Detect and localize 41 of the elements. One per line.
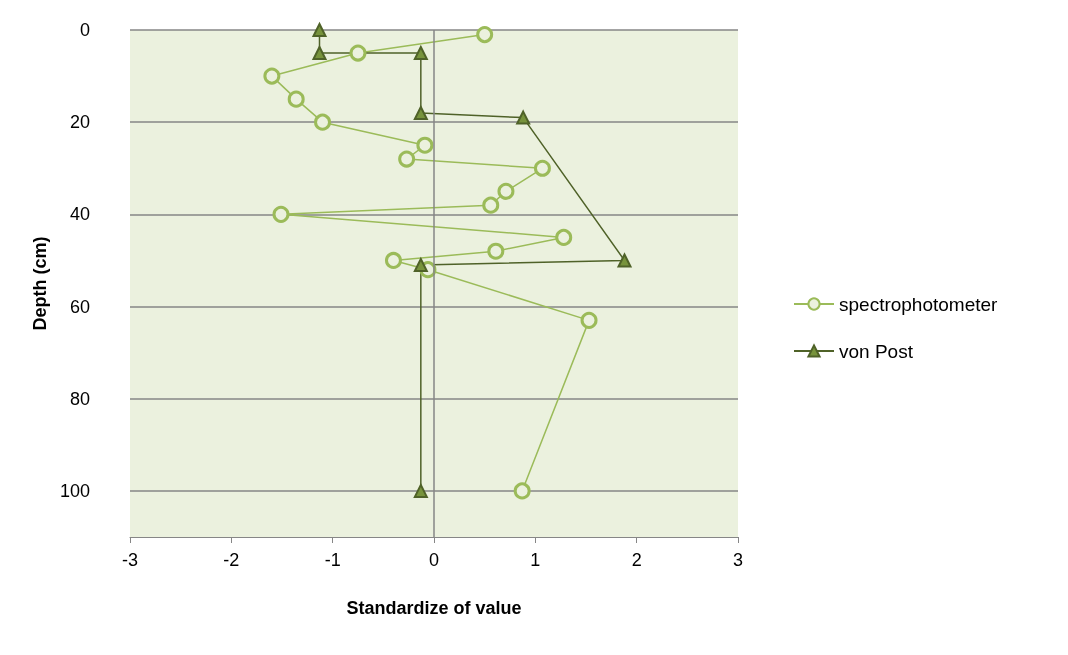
x-tick-label: 1 (530, 550, 541, 570)
point (287, 90, 305, 108)
point (416, 136, 434, 154)
y-tick-label: 100 (59, 480, 90, 501)
point (312, 46, 327, 61)
point (513, 482, 531, 500)
x-tick-label: 3 (732, 550, 744, 570)
point (487, 242, 505, 260)
point (482, 196, 500, 214)
point (398, 150, 416, 168)
x-tick-label: -2 (223, 550, 240, 570)
point (476, 26, 494, 44)
legend-label: spectrophotometer (839, 293, 999, 315)
point (533, 159, 551, 177)
point (272, 205, 290, 223)
point (384, 251, 402, 269)
x-tick-label: 0 (428, 550, 440, 570)
point (617, 253, 632, 268)
x-tick-label: 2 (631, 550, 642, 570)
point (580, 311, 598, 329)
point (349, 44, 367, 62)
point (413, 46, 428, 61)
y-tick-label: 60 (69, 296, 90, 317)
point (516, 110, 531, 125)
point (314, 113, 332, 131)
y-axis-title: Depth (cm) (30, 236, 51, 331)
x-axis-title: Standardize of value (346, 598, 522, 618)
y-tick-label: 0 (79, 20, 90, 40)
y-tick-label: 40 (69, 204, 90, 225)
point (497, 182, 515, 200)
point (555, 228, 573, 246)
x-tick-label: -1 (324, 550, 341, 570)
x-tick-label: -3 (121, 550, 139, 570)
point (263, 67, 281, 85)
point (413, 483, 428, 498)
point (413, 105, 428, 120)
y-tick-label: 20 (69, 112, 90, 133)
point (312, 23, 327, 37)
point (413, 258, 428, 273)
y-tick-label: 80 (69, 388, 90, 409)
legend-label: von Post (839, 340, 914, 362)
